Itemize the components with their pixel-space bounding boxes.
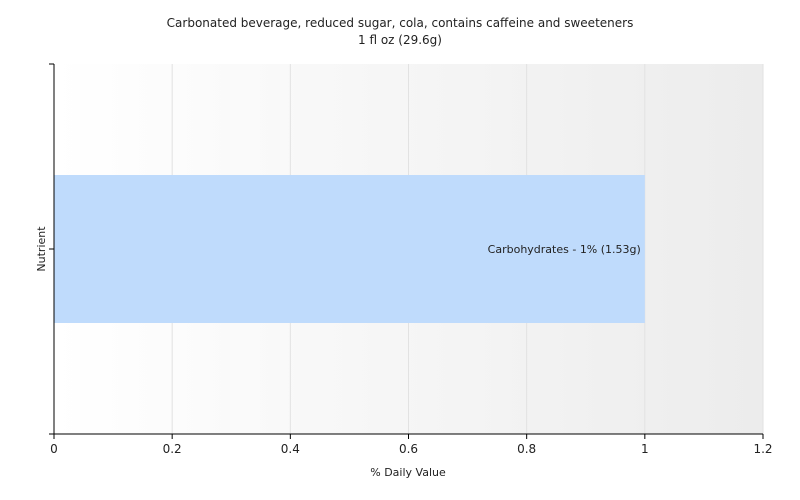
bar-label: Carbohydrates - 1% (1.53g) — [488, 243, 641, 256]
x-tick-label: 1 — [641, 442, 649, 456]
chart-title: Carbonated beverage, reduced sugar, cola… — [167, 16, 634, 30]
x-ticks: 0 0.2 0.4 0.6 0.8 1 1.2 — [50, 434, 773, 456]
chart-subtitle: 1 fl oz (29.6g) — [358, 33, 442, 47]
x-tick-label: 0.8 — [517, 442, 536, 456]
x-tick-label: 0.6 — [399, 442, 418, 456]
bars: Carbohydrates - 1% (1.53g) — [54, 175, 645, 323]
y-axis-label: Nutrient — [35, 226, 48, 272]
x-tick-label: 0.2 — [163, 442, 182, 456]
x-tick-label: 0.4 — [281, 442, 300, 456]
bar-carbohydrates — [54, 175, 645, 323]
x-tick-label: 0 — [50, 442, 58, 456]
x-axis-label: % Daily Value — [370, 466, 446, 479]
x-tick-label: 1.2 — [753, 442, 772, 456]
